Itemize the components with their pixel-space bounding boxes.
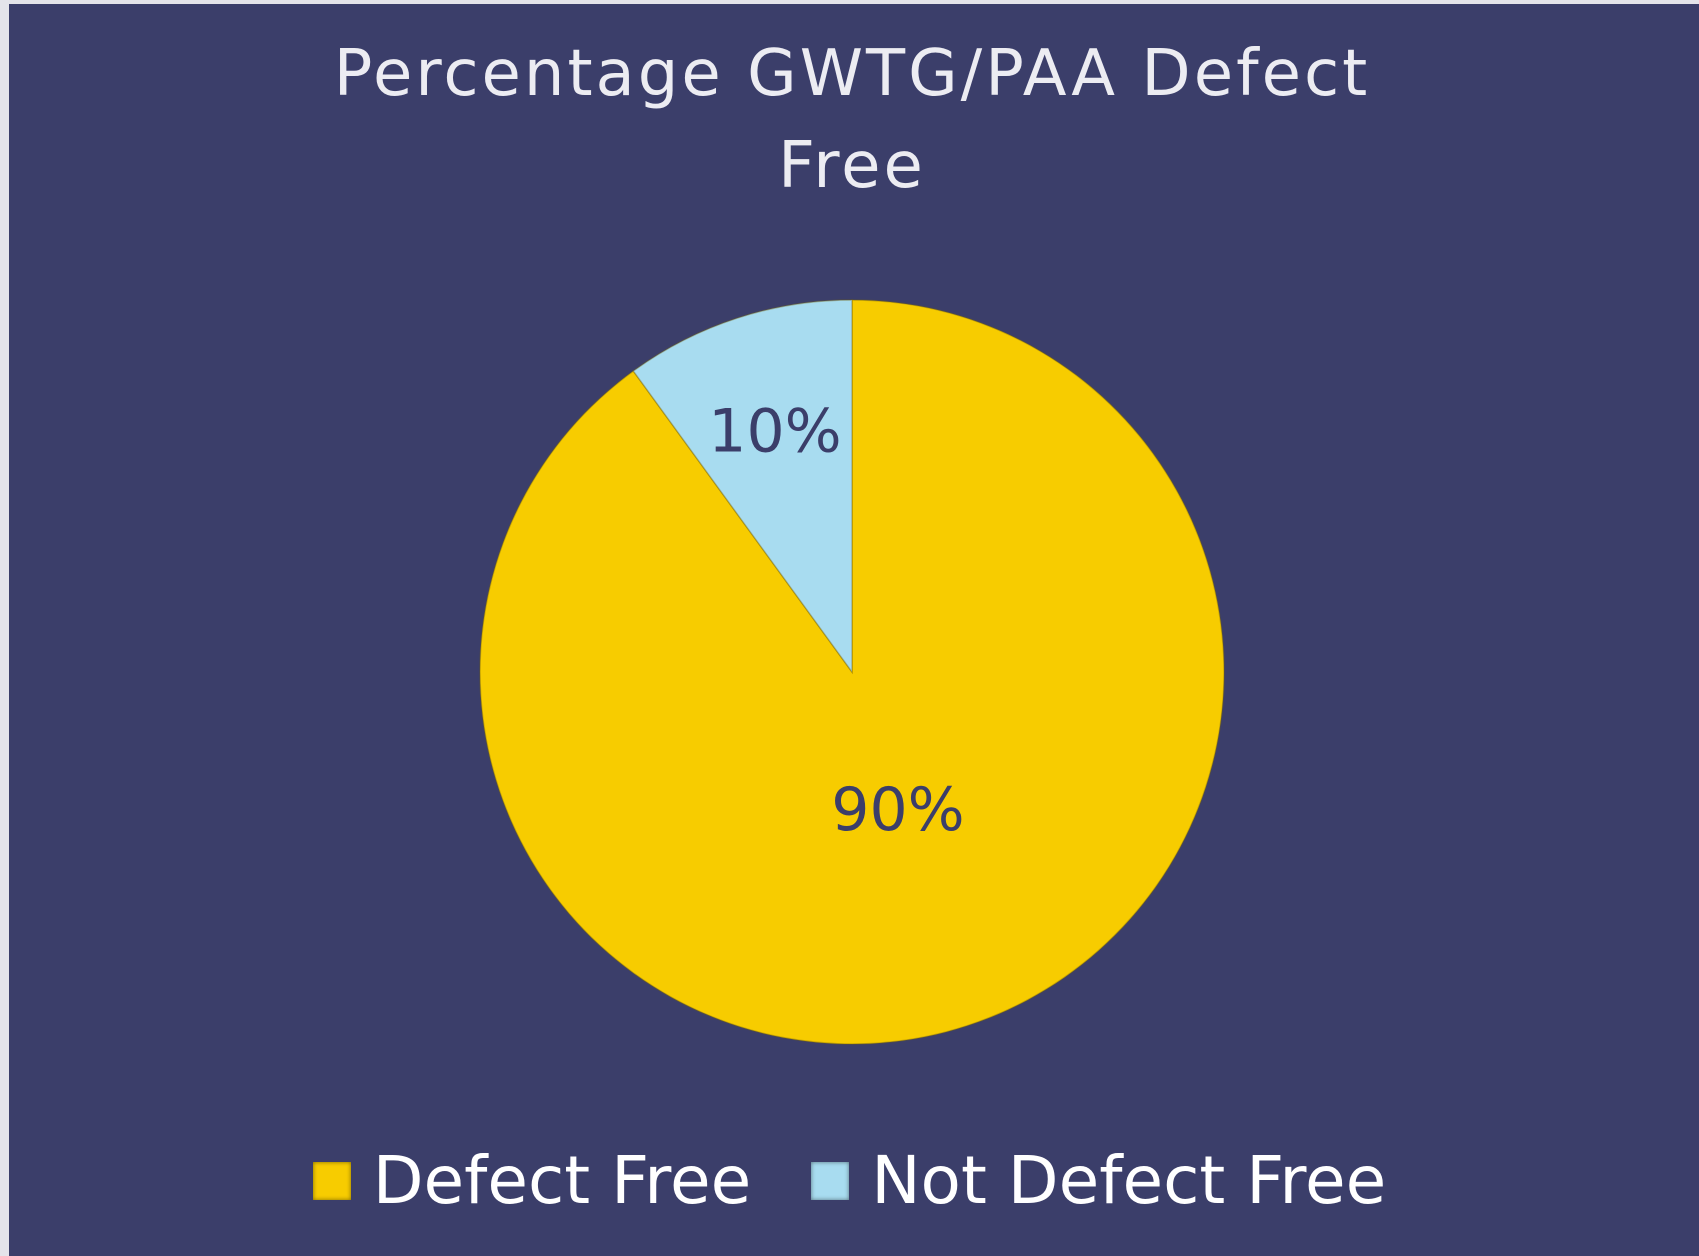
legend-item: Defect Free	[312, 1142, 752, 1219]
legend-label: Not Defect Free	[871, 1142, 1387, 1219]
data-label: 90%	[831, 775, 964, 845]
pie-slice	[479, 299, 1225, 1045]
pie-slice	[632, 299, 853, 675]
legend-label: Defect Free	[372, 1142, 752, 1219]
legend-item: Not Defect Free	[811, 1142, 1386, 1219]
legend-swatch	[312, 1161, 351, 1200]
chart-title: Percentage GWTG/PAA Defect Free	[333, 37, 1371, 203]
legend: Defect Free Not Defect Free	[0, 1142, 1699, 1219]
legend-swatch	[811, 1161, 850, 1200]
data-label: 10%	[708, 397, 841, 467]
